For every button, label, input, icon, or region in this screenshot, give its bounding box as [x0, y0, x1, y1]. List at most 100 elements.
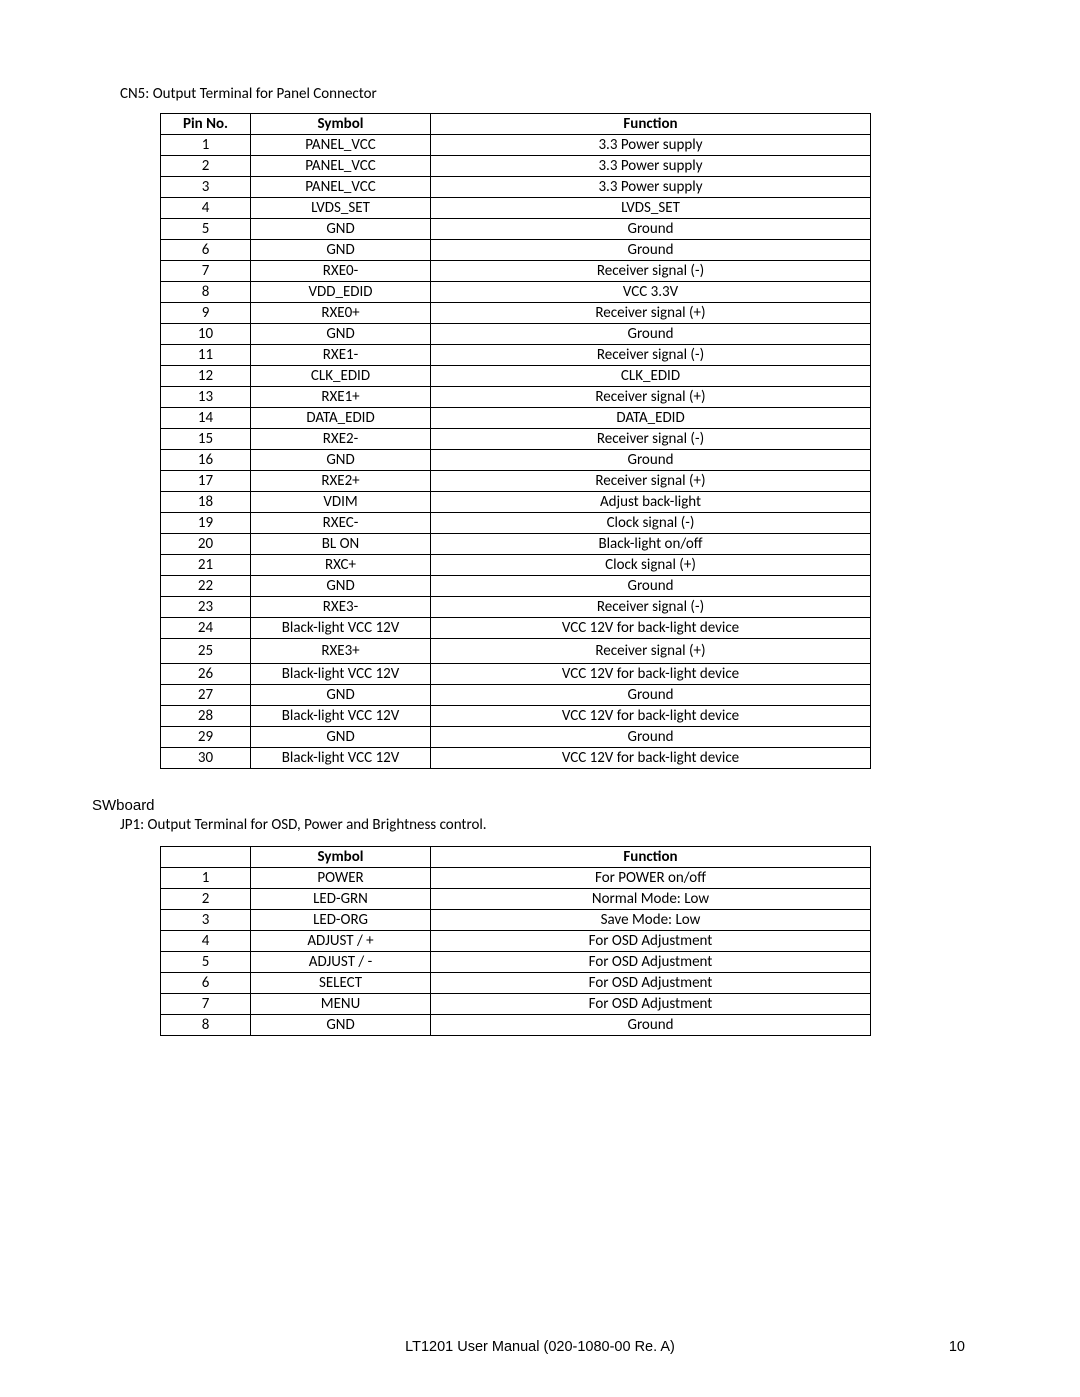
cell-symbol: GND: [251, 576, 431, 597]
cell-function: Ground: [431, 219, 871, 240]
cell-symbol: CLK_EDID: [251, 366, 431, 387]
cell-symbol: GND: [251, 219, 431, 240]
cell-pinno: 23: [161, 597, 251, 618]
table-row: 26Black-light VCC 12VVCC 12V for back-li…: [161, 664, 871, 685]
cell-symbol: ADJUST / +: [251, 931, 431, 952]
cell-symbol: ADJUST / -: [251, 952, 431, 973]
cell-function: 3.3 Power supply: [431, 156, 871, 177]
cell-pinno: 2: [161, 156, 251, 177]
cell-function: Adjust back-light: [431, 492, 871, 513]
cell-function: VCC 12V for back-light device: [431, 664, 871, 685]
cell-pinno: 20: [161, 534, 251, 555]
cell-symbol: Black-light VCC 12V: [251, 706, 431, 727]
table-row: 17RXE2+Receiver signal (+): [161, 471, 871, 492]
header-blank: [161, 847, 251, 868]
table-header-row: Pin No. Symbol Function: [161, 114, 871, 135]
table-row: 9RXE0+Receiver signal (+): [161, 303, 871, 324]
jp1-table: Symbol Function 1POWERFor POWER on/off2L…: [160, 846, 871, 1036]
cell-symbol: RXEC-: [251, 513, 431, 534]
header-function: Function: [431, 114, 871, 135]
cell-symbol: RXE3-: [251, 597, 431, 618]
cell-pinno: 8: [161, 282, 251, 303]
footer-text: LT1201 User Manual (020-1080-00 Re. A): [405, 1339, 675, 1355]
cell-symbol: RXE1+: [251, 387, 431, 408]
header-symbol: Symbol: [251, 114, 431, 135]
table-row: 28Black-light VCC 12VVCC 12V for back-li…: [161, 706, 871, 727]
cell-pinno: 24: [161, 618, 251, 639]
cell-function: Receiver signal (-): [431, 597, 871, 618]
section1-title: CN5: Output Terminal for Panel Connector: [120, 85, 960, 103]
cell-symbol: PANEL_VCC: [251, 177, 431, 198]
page-number: 10: [949, 1339, 965, 1355]
cell-symbol: Black-light VCC 12V: [251, 618, 431, 639]
table-row: 27GNDGround: [161, 685, 871, 706]
table-row: 4ADJUST / +For OSD Adjustment: [161, 931, 871, 952]
table-row: 21RXC+Clock signal (+): [161, 555, 871, 576]
table-row: 18VDIMAdjust back-light: [161, 492, 871, 513]
cell-pinno: 17: [161, 471, 251, 492]
cell-function: Save Mode: Low: [431, 910, 871, 931]
cell-function: Receiver signal (+): [431, 303, 871, 324]
cell-pinno: 12: [161, 366, 251, 387]
cell-symbol: GND: [251, 685, 431, 706]
cell-symbol: RXE3+: [251, 639, 431, 664]
table-row: 3PANEL_VCC3.3 Power supply: [161, 177, 871, 198]
table-row: 11RXE1-Receiver signal (-): [161, 345, 871, 366]
cell-symbol: GND: [251, 1015, 431, 1036]
cell-symbol: GND: [251, 450, 431, 471]
cell-pinno: 28: [161, 706, 251, 727]
cell-pinno: 14: [161, 408, 251, 429]
table-row: 8GNDGround: [161, 1015, 871, 1036]
table-row: 30Black-light VCC 12VVCC 12V for back-li…: [161, 748, 871, 769]
cell-symbol: VDD_EDID: [251, 282, 431, 303]
cell-function: DATA_EDID: [431, 408, 871, 429]
cell-pinno: 11: [161, 345, 251, 366]
cell-pinno: 15: [161, 429, 251, 450]
cell-function: For OSD Adjustment: [431, 952, 871, 973]
cell-function: Receiver signal (+): [431, 471, 871, 492]
cell-pinno: 19: [161, 513, 251, 534]
header-pinno: Pin No.: [161, 114, 251, 135]
header-function: Function: [431, 847, 871, 868]
cell-symbol: LED-GRN: [251, 889, 431, 910]
section2-subtitle: SWboard: [92, 797, 960, 814]
cell-index: 8: [161, 1015, 251, 1036]
cell-symbol: RXE2+: [251, 471, 431, 492]
table-row: 2LED-GRNNormal Mode: Low: [161, 889, 871, 910]
cell-function: Black-light on/off: [431, 534, 871, 555]
cell-symbol: RXE0-: [251, 261, 431, 282]
header-symbol: Symbol: [251, 847, 431, 868]
cell-symbol: Black-light VCC 12V: [251, 664, 431, 685]
cell-pinno: 3: [161, 177, 251, 198]
cell-function: Normal Mode: Low: [431, 889, 871, 910]
cell-symbol: RXC+: [251, 555, 431, 576]
cell-function: Ground: [431, 240, 871, 261]
cell-pinno: 21: [161, 555, 251, 576]
cell-pinno: 10: [161, 324, 251, 345]
cell-pinno: 16: [161, 450, 251, 471]
cell-pinno: 5: [161, 219, 251, 240]
cell-symbol: RXE0+: [251, 303, 431, 324]
cell-symbol: BL ON: [251, 534, 431, 555]
table-row: 16GNDGround: [161, 450, 871, 471]
cell-pinno: 9: [161, 303, 251, 324]
cell-symbol: GND: [251, 324, 431, 345]
cn5-table: Pin No. Symbol Function 1PANEL_VCC3.3 Po…: [160, 113, 871, 769]
table-row: 29GNDGround: [161, 727, 871, 748]
cell-symbol: LVDS_SET: [251, 198, 431, 219]
cell-symbol: RXE1-: [251, 345, 431, 366]
table-row: 6GNDGround: [161, 240, 871, 261]
cell-function: VCC 3.3V: [431, 282, 871, 303]
cell-function: Receiver signal (-): [431, 345, 871, 366]
table-row: 1POWERFor POWER on/off: [161, 868, 871, 889]
table-row: 5ADJUST / -For OSD Adjustment: [161, 952, 871, 973]
table-row: 22GNDGround: [161, 576, 871, 597]
table-row: 12CLK_EDIDCLK_EDID: [161, 366, 871, 387]
cell-pinno: 18: [161, 492, 251, 513]
cell-function: 3.3 Power supply: [431, 135, 871, 156]
table-row: 6SELECTFor OSD Adjustment: [161, 973, 871, 994]
cell-function: Ground: [431, 685, 871, 706]
table-row: 5GNDGround: [161, 219, 871, 240]
cell-pinno: 30: [161, 748, 251, 769]
cell-function: CLK_EDID: [431, 366, 871, 387]
